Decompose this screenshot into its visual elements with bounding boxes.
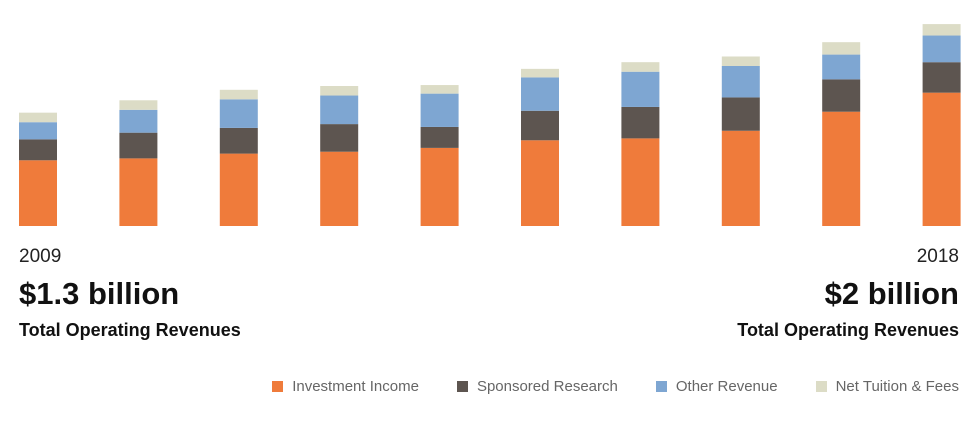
- bar-2014-other-revenue: [521, 77, 559, 111]
- legend-label: Investment Income: [292, 378, 419, 395]
- bar-2013-sponsored-research: [420, 126, 459, 148]
- bar-2012-sponsored-research: [320, 124, 359, 152]
- bar-2010-other-revenue: [119, 109, 158, 133]
- bar-2017-other-revenue: [822, 54, 861, 80]
- legend-item-sponsored-research: Sponsored Research: [456, 378, 618, 395]
- bar-2018-investment-income: [922, 92, 961, 227]
- legend-swatch: [272, 381, 284, 392]
- bar-2013-other-revenue: [420, 93, 459, 127]
- bar-2012-investment-income: [320, 151, 359, 226]
- bar-2010-sponsored-research: [119, 132, 158, 159]
- bar-2011-other-revenue: [219, 99, 258, 128]
- bar-2015-sponsored-research: [621, 106, 660, 139]
- bar-2009-sponsored-research: [19, 139, 57, 161]
- bar-2011-investment-income: [219, 153, 258, 226]
- bar-2018-net-tuition-fees: [922, 24, 961, 36]
- end-year-label: 2018: [916, 246, 959, 267]
- legend-label: Other Revenue: [675, 378, 778, 395]
- bar-2011-net-tuition-fees: [219, 89, 258, 100]
- bar-2010-investment-income: [119, 158, 158, 226]
- bar-2013-investment-income: [420, 147, 459, 226]
- bar-2014-net-tuition-fees: [521, 68, 559, 78]
- legend-label: Net Tuition & Fees: [835, 378, 959, 395]
- bar-2009-investment-income: [19, 160, 57, 226]
- legend-swatch: [815, 381, 827, 392]
- start-total-caption: Total Operating Revenues: [19, 320, 241, 340]
- bar-2017-investment-income: [822, 111, 861, 226]
- bar-2012-other-revenue: [320, 95, 359, 125]
- bar-2016-sponsored-research: [721, 97, 760, 131]
- bar-2012-net-tuition-fees: [320, 86, 359, 96]
- bar-2013-net-tuition-fees: [420, 85, 459, 94]
- chart-legend: Investment Income Sponsored Research Oth…: [272, 378, 959, 395]
- bar-2015-investment-income: [621, 138, 660, 226]
- legend-label: Sponsored Research: [476, 378, 618, 395]
- legend-item-other-revenue: Other Revenue: [655, 378, 778, 395]
- bar-2011-sponsored-research: [219, 127, 258, 154]
- legend-swatch: [456, 381, 468, 392]
- legend-item-investment-income: Investment Income: [272, 378, 419, 395]
- bar-2014-sponsored-research: [521, 110, 559, 141]
- bar-2009-other-revenue: [19, 122, 57, 140]
- bar-2016-other-revenue: [721, 66, 760, 98]
- end-total-caption: Total Operating Revenues: [737, 320, 959, 340]
- bar-2017-net-tuition-fees: [822, 42, 861, 55]
- bar-2016-investment-income: [721, 130, 760, 226]
- start-year-label: 2009: [19, 246, 62, 267]
- end-total-value: $2 billion: [824, 276, 959, 311]
- bar-2014-investment-income: [521, 140, 559, 226]
- bar-2015-other-revenue: [621, 71, 660, 107]
- bar-2018-other-revenue: [922, 35, 961, 63]
- bar-2015-net-tuition-fees: [621, 62, 660, 72]
- stacked-bar-chart: [19, 24, 961, 227]
- bar-2018-sponsored-research: [922, 62, 961, 93]
- legend-item-net-tuition-fees: Net Tuition & Fees: [815, 378, 959, 395]
- bar-2009-net-tuition-fees: [19, 112, 57, 123]
- start-total-value: $1.3 billion: [19, 276, 180, 311]
- bar-2010-net-tuition-fees: [119, 100, 158, 110]
- bar-2016-net-tuition-fees: [721, 56, 760, 66]
- legend-swatch: [655, 381, 667, 392]
- bar-2017-sponsored-research: [822, 79, 861, 112]
